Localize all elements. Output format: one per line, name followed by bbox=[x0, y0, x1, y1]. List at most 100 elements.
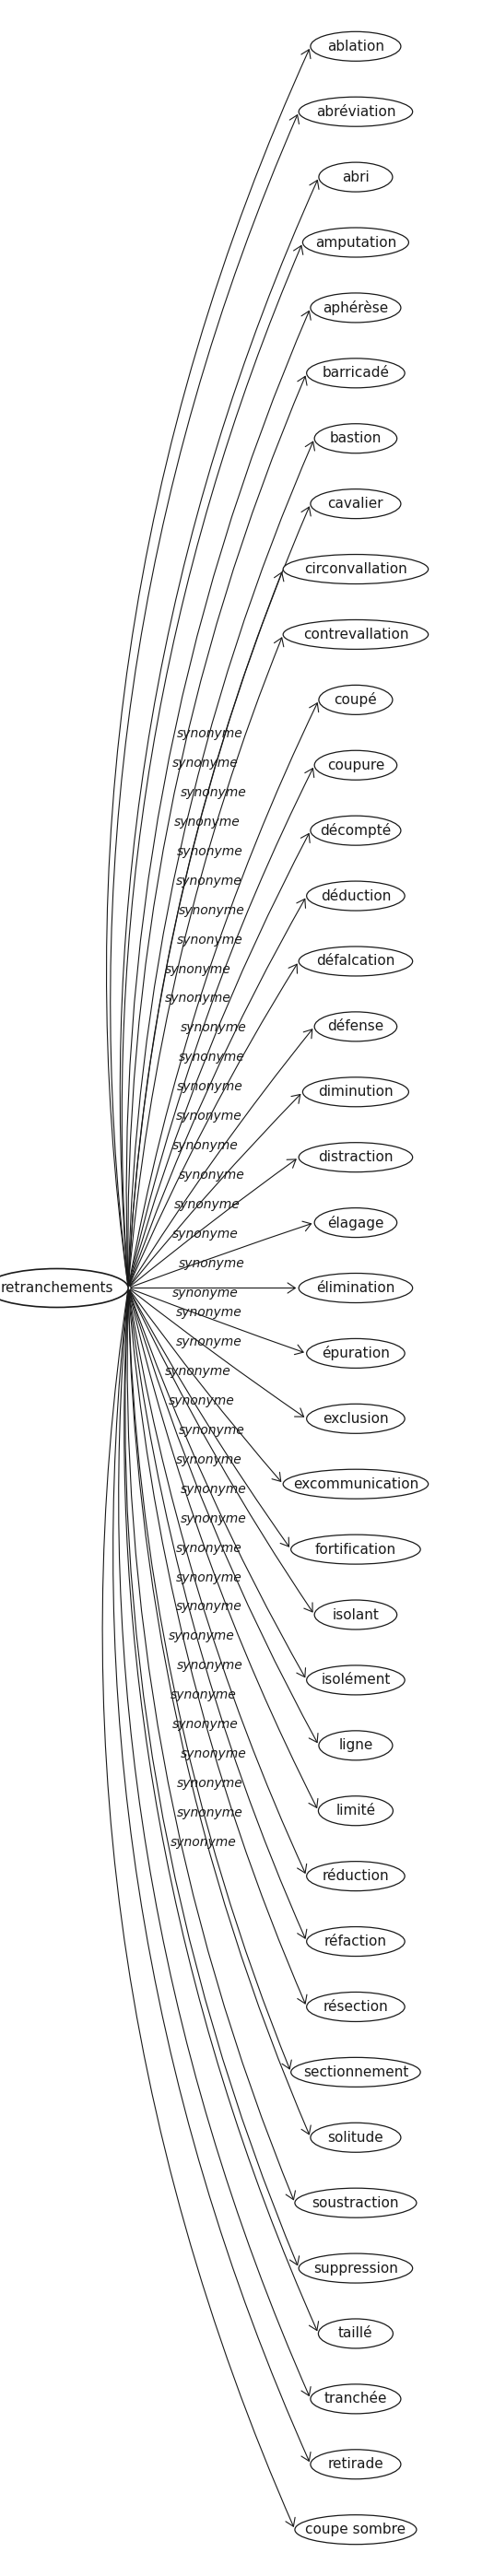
Text: abri: abri bbox=[342, 170, 370, 183]
Ellipse shape bbox=[307, 1927, 405, 1955]
Text: synonyme: synonyme bbox=[177, 1659, 244, 1672]
Text: tranchée: tranchée bbox=[324, 2393, 387, 2406]
FancyArrowPatch shape bbox=[130, 1291, 281, 1481]
Ellipse shape bbox=[307, 1664, 405, 1695]
FancyArrowPatch shape bbox=[128, 639, 284, 1285]
FancyArrowPatch shape bbox=[128, 376, 307, 1285]
Ellipse shape bbox=[303, 227, 409, 258]
FancyArrowPatch shape bbox=[110, 116, 299, 1285]
FancyArrowPatch shape bbox=[129, 899, 305, 1285]
Text: retranchements: retranchements bbox=[0, 1280, 113, 1296]
FancyArrowPatch shape bbox=[129, 1291, 318, 1741]
Text: synonyme: synonyme bbox=[172, 1285, 238, 1298]
FancyArrowPatch shape bbox=[129, 835, 310, 1285]
Ellipse shape bbox=[295, 2187, 416, 2218]
FancyArrowPatch shape bbox=[126, 312, 311, 1285]
FancyArrowPatch shape bbox=[120, 180, 319, 1285]
FancyArrowPatch shape bbox=[106, 49, 311, 1285]
FancyArrowPatch shape bbox=[122, 245, 303, 1285]
Text: isolément: isolément bbox=[321, 1674, 390, 1687]
Text: synonyme: synonyme bbox=[177, 726, 244, 739]
Text: solitude: solitude bbox=[328, 2130, 384, 2143]
Text: synonyme: synonyme bbox=[181, 1512, 247, 1525]
Text: synonyme: synonyme bbox=[165, 963, 231, 976]
Ellipse shape bbox=[303, 1077, 409, 1108]
Text: abréviation: abréviation bbox=[316, 106, 396, 118]
Text: synonyme: synonyme bbox=[168, 1631, 235, 1643]
Ellipse shape bbox=[319, 1731, 393, 1759]
Text: barricadé: barricadé bbox=[322, 366, 389, 381]
Text: synonyme: synonyme bbox=[181, 786, 247, 799]
FancyArrowPatch shape bbox=[129, 963, 297, 1285]
Text: résection: résection bbox=[323, 1999, 388, 2014]
FancyArrowPatch shape bbox=[128, 507, 311, 1285]
Text: bastion: bastion bbox=[329, 433, 382, 446]
Text: cavalier: cavalier bbox=[328, 497, 384, 510]
Text: synonyme: synonyme bbox=[172, 757, 238, 770]
Ellipse shape bbox=[283, 1468, 428, 1499]
Ellipse shape bbox=[311, 489, 401, 518]
Text: ablation: ablation bbox=[327, 39, 384, 54]
FancyArrowPatch shape bbox=[102, 1291, 295, 2527]
Text: synonyme: synonyme bbox=[177, 1079, 244, 1092]
Text: synonyme: synonyme bbox=[179, 1257, 245, 1270]
Ellipse shape bbox=[315, 1208, 397, 1236]
Text: synonyme: synonyme bbox=[172, 1718, 238, 1731]
Text: synonyme: synonyme bbox=[175, 1571, 242, 1584]
Ellipse shape bbox=[318, 2318, 393, 2349]
Ellipse shape bbox=[0, 1267, 128, 1309]
Ellipse shape bbox=[311, 2123, 401, 2154]
Text: réduction: réduction bbox=[322, 1870, 389, 1883]
FancyArrowPatch shape bbox=[131, 1283, 295, 1293]
Text: synonyme: synonyme bbox=[170, 1690, 236, 1703]
Ellipse shape bbox=[318, 1795, 393, 1826]
FancyArrowPatch shape bbox=[128, 1291, 307, 2004]
Text: soustraction: soustraction bbox=[312, 2195, 399, 2210]
Ellipse shape bbox=[299, 1144, 412, 1172]
Text: synonyme: synonyme bbox=[172, 1139, 238, 1151]
Text: retirade: retirade bbox=[328, 2458, 384, 2470]
Text: limité: limité bbox=[336, 1803, 375, 1819]
Text: défense: défense bbox=[328, 1020, 384, 1033]
FancyArrowPatch shape bbox=[113, 1291, 311, 2460]
Text: isolant: isolant bbox=[332, 1607, 379, 1623]
Text: synonyme: synonyme bbox=[172, 1226, 238, 1239]
Text: synonyme: synonyme bbox=[165, 992, 231, 1005]
Ellipse shape bbox=[283, 554, 428, 585]
Text: synonyme: synonyme bbox=[175, 873, 242, 886]
Text: synonyme: synonyme bbox=[165, 1365, 231, 1378]
Ellipse shape bbox=[291, 2058, 420, 2087]
FancyArrowPatch shape bbox=[129, 1291, 289, 1546]
Text: synonyme: synonyme bbox=[177, 1777, 244, 1790]
FancyArrowPatch shape bbox=[129, 1291, 313, 1613]
FancyArrowPatch shape bbox=[129, 703, 319, 1285]
Ellipse shape bbox=[307, 1340, 405, 1368]
Text: coupure: coupure bbox=[327, 757, 384, 773]
FancyArrowPatch shape bbox=[129, 1291, 305, 1677]
Text: amputation: amputation bbox=[315, 234, 396, 250]
Text: synonyme: synonyme bbox=[174, 1198, 240, 1211]
Ellipse shape bbox=[311, 294, 401, 322]
FancyArrowPatch shape bbox=[128, 1291, 311, 2136]
Ellipse shape bbox=[307, 1991, 405, 2022]
FancyArrowPatch shape bbox=[125, 1291, 299, 2264]
Ellipse shape bbox=[299, 2254, 412, 2282]
FancyArrowPatch shape bbox=[128, 1291, 307, 1937]
FancyArrowPatch shape bbox=[129, 1291, 318, 1808]
Text: synonyme: synonyme bbox=[179, 1170, 245, 1182]
FancyArrowPatch shape bbox=[129, 768, 314, 1285]
Text: synonyme: synonyme bbox=[170, 1837, 236, 1850]
FancyArrowPatch shape bbox=[119, 1291, 311, 2396]
Text: coupé: coupé bbox=[334, 693, 377, 708]
FancyArrowPatch shape bbox=[130, 1291, 304, 1417]
Text: sectionnement: sectionnement bbox=[303, 2066, 409, 2079]
Text: déduction: déduction bbox=[321, 889, 391, 902]
FancyArrowPatch shape bbox=[128, 1291, 307, 1873]
Text: synonyme: synonyme bbox=[175, 1110, 242, 1123]
Text: suppression: suppression bbox=[313, 2262, 398, 2275]
Text: élimination: élimination bbox=[316, 1280, 395, 1296]
Text: synonyme: synonyme bbox=[181, 1023, 247, 1036]
FancyArrowPatch shape bbox=[127, 1291, 295, 2200]
FancyArrowPatch shape bbox=[130, 1095, 300, 1285]
Text: synonyme: synonyme bbox=[177, 933, 244, 945]
